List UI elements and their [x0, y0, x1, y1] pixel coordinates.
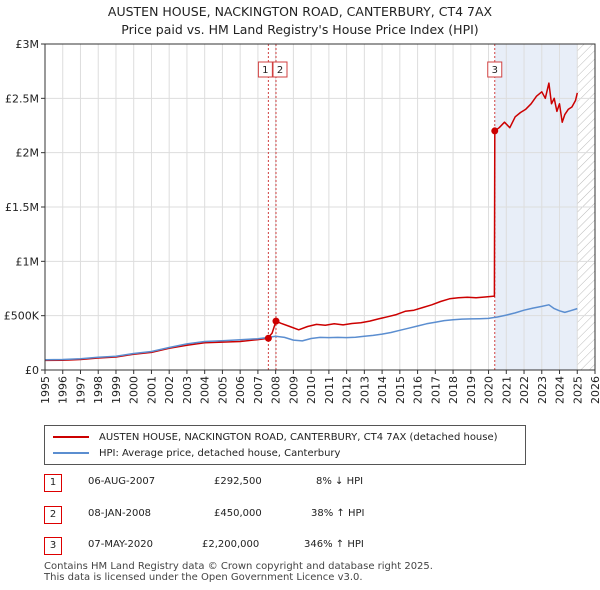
sale-point — [264, 334, 272, 342]
transaction-price: £292,500 — [214, 476, 262, 487]
x-tick-label: 2021 — [500, 376, 513, 404]
x-tick-label: 2026 — [589, 376, 600, 404]
x-tick-label: 2025 — [571, 376, 584, 404]
legend-label-property: AUSTEN HOUSE, NACKINGTON ROAD, CANTERBUR… — [99, 431, 498, 443]
sale-point — [272, 317, 280, 325]
x-tick-label: 2024 — [554, 376, 567, 404]
x-tick-label: 1998 — [92, 376, 105, 404]
transaction-number: 1 — [44, 474, 62, 492]
sale-marker-box — [257, 61, 273, 78]
x-tick-label: 2019 — [465, 376, 478, 404]
x-tick-label: 2009 — [287, 376, 300, 404]
footer-copyright: Contains HM Land Registry data © Crown c… — [44, 561, 433, 572]
sale-point — [491, 127, 499, 135]
chart-subtitle: Price paid vs. HM Land Registry's House … — [121, 22, 479, 37]
x-tick-label: 2013 — [358, 376, 371, 404]
sale-marker-box — [487, 61, 503, 78]
transaction-number: 2 — [44, 506, 62, 524]
transaction-number: 3 — [44, 537, 62, 555]
y-tick-label: £1.5M — [5, 201, 39, 214]
x-tick-label: 2023 — [536, 376, 549, 404]
legend-item-hpi: HPI: Average price, detached house, Cant… — [53, 446, 340, 460]
y-tick-label: £3M — [16, 38, 40, 51]
x-tick-label: 2004 — [199, 376, 212, 404]
y-tick-label: £1M — [16, 255, 40, 268]
y-tick-label: £500K — [4, 310, 40, 323]
x-tick-label: 2011 — [323, 376, 336, 404]
transaction-hpi: 8% ↓ HPI — [316, 476, 364, 487]
transaction-hpi: 346% ↑ HPI — [304, 539, 364, 550]
sale-marker-label: 2 — [277, 65, 283, 76]
chart-title: AUSTEN HOUSE, NACKINGTON ROAD, CANTERBUR… — [107, 4, 493, 19]
x-tick-label: 2005 — [216, 376, 229, 404]
footer: Contains HM Land Registry data © Crown c… — [44, 561, 433, 583]
transaction-price: £2,200,000 — [202, 539, 260, 550]
transaction-hpi: 38% ↑ HPI — [311, 508, 365, 519]
x-tick-label: 1999 — [110, 376, 123, 404]
x-tick-label: 2006 — [234, 376, 247, 404]
x-tick-label: 2020 — [483, 376, 496, 404]
property-price-line — [44, 82, 579, 362]
x-tick-label: 2003 — [181, 376, 194, 404]
legend: AUSTEN HOUSE, NACKINGTON ROAD, CANTERBUR… — [44, 425, 526, 465]
transaction-date: 07-MAY-2020 — [88, 539, 154, 550]
footer-licence: This data is licensed under the Open Gov… — [44, 572, 363, 583]
legend-label-hpi: HPI: Average price, detached house, Cant… — [99, 447, 341, 459]
x-tick-label: 2000 — [128, 376, 141, 404]
x-tick-label: 2001 — [145, 376, 158, 404]
price-chart: 1995 1996 1997 1998 1999 2000 2001 2002 2003 2004… — [4, 38, 600, 404]
x-tick-label: 2018 — [447, 376, 460, 404]
transaction-date: 08-JAN-2008 — [88, 508, 152, 519]
x-tick-label: 2017 — [429, 376, 442, 404]
hpi-line — [44, 304, 578, 361]
x-tick-label: 2016 — [412, 376, 425, 404]
x-tick-label: 2015 — [394, 376, 407, 404]
x-tick-label: 2007 — [252, 376, 265, 404]
y-tick-label: £2M — [16, 147, 40, 160]
y-tick-label: £0 — [25, 364, 39, 377]
x-tick-label: 2014 — [376, 376, 389, 404]
transaction-price: £450,000 — [214, 508, 262, 519]
y-tick-label: £2.5M — [5, 92, 39, 105]
sale-marker-label: 3 — [492, 65, 498, 76]
x-tick-label: 2010 — [305, 376, 318, 404]
legend-item-property: AUSTEN HOUSE, NACKINGTON ROAD, CANTERBUR… — [53, 430, 498, 444]
sale-marker-box — [272, 61, 288, 78]
x-tick-label: 2002 — [163, 376, 176, 404]
x-tick-label: 1996 — [57, 376, 70, 404]
legend-swatch-hpi — [53, 452, 89, 454]
x-tick-label: 2008 — [270, 376, 283, 404]
transaction-date: 06-AUG-2007 — [88, 476, 156, 487]
legend-swatch-property — [53, 436, 89, 438]
x-tick-label: 2012 — [341, 376, 354, 404]
x-tick-label: 1995 — [39, 376, 52, 404]
x-tick-label: 1997 — [74, 376, 87, 404]
plot-frame — [44, 43, 596, 371]
sale-marker-label: 1 — [262, 65, 268, 76]
x-tick-label: 2022 — [518, 376, 531, 404]
